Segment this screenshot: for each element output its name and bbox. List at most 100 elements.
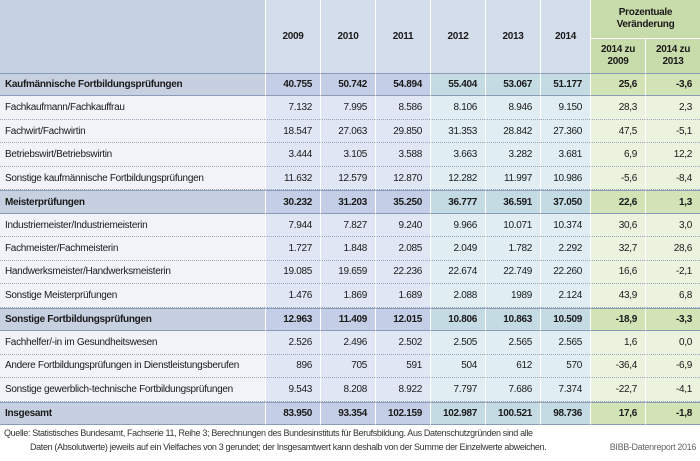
table-cell: 12.282 [430,166,485,191]
table-cell: 12.015 [375,307,430,332]
table-cell: 7.944 [265,213,320,238]
table-cell: -5,1 [645,119,700,144]
table-cell: 1.689 [375,284,430,308]
table-cell: 2.565 [485,331,540,355]
table-cell: -2,1 [645,260,700,285]
table-cell: 2.085 [375,237,430,261]
table-cell: 11.997 [485,166,540,191]
table-cell: 98.736 [540,401,590,425]
table-cell: 53.067 [485,73,540,97]
table-cell: -18,9 [590,307,645,332]
table-cell: 3.105 [320,143,375,167]
table-cell: 2.496 [320,331,375,355]
row-label: Fachmeister/Fachmeisterin [0,237,265,261]
table-cell: 25,6 [590,73,645,97]
column-header: 2009 [265,0,320,73]
table-cell: 0,0 [645,331,700,355]
table-cell: 35.250 [375,190,430,214]
table-cell: 11.409 [320,307,375,332]
table-cell: 7.686 [485,378,540,402]
table-cell: 19.085 [265,260,320,285]
table-cell: 93.354 [320,401,375,425]
row-label: Sonstige Fortbildungsprüfungen [0,307,265,332]
table-cell: 1,6 [590,331,645,355]
table-cell: 3.681 [540,143,590,167]
table-cell: 6,8 [645,284,700,308]
table-cell: 31.203 [320,190,375,214]
table-cell: 43,9 [590,284,645,308]
table-cell: -1,8 [645,401,700,425]
table-cell: 55.404 [430,73,485,97]
table-cell: -8,4 [645,166,700,191]
table-cell: 1.727 [265,237,320,261]
table-cell: 31.353 [430,119,485,144]
table-cell: 50.742 [320,73,375,97]
table-cell: 9.240 [375,213,430,238]
table-cell: 51.177 [540,73,590,97]
table-cell: 10.863 [485,307,540,332]
row-label: Sonstige Meisterprüfungen [0,284,265,308]
table-cell: 570 [540,354,590,379]
table-cell: 47,5 [590,119,645,144]
table-cell: 3.663 [430,143,485,167]
table-cell: -22,7 [590,378,645,402]
brand: BIBB-Datenreport 2016 [609,442,697,452]
table-cell: -36,4 [590,354,645,379]
table-cell: 7.374 [540,378,590,402]
table-cell: 16,6 [590,260,645,285]
table-cell: 1.782 [485,237,540,261]
table-cell: 29.850 [375,119,430,144]
table-cell: 54.894 [375,73,430,97]
table-cell: -6,9 [645,354,700,379]
row-label: Andere Fortbildungsprüfungen in Dienstle… [0,354,265,379]
column-header: 2013 [485,0,540,73]
table-cell: 10.986 [540,166,590,191]
table-cell: 27.063 [320,119,375,144]
table-cell: 591 [375,354,430,379]
table-cell: 9.966 [430,213,485,238]
table-cell: 10.374 [540,213,590,238]
table-cell: 32,7 [590,237,645,261]
table-cell: 22.749 [485,260,540,285]
table-cell: 10.806 [430,307,485,332]
table-cell: 100.521 [485,401,540,425]
column-header: 2011 [375,0,430,73]
table-cell: 10.509 [540,307,590,332]
table-cell: 2.502 [375,331,430,355]
table-cell: 27.360 [540,119,590,144]
row-label: Sonstige kaufmännische Fortbildungsprüfu… [0,166,265,191]
table-cell: 22.674 [430,260,485,285]
column-header: 2010 [320,0,375,73]
row-label: Industriemeister/Industriemeisterin [0,213,265,238]
column-header: 2014 zu 2009 [590,38,645,73]
table-cell: 12.579 [320,166,375,191]
table-cell: 40.755 [265,73,320,97]
table-cell: 22.260 [540,260,590,285]
table-cell: 2.292 [540,237,590,261]
table-cell: 2.088 [430,284,485,308]
table-cell: 2.565 [540,331,590,355]
table-cell: 8.922 [375,378,430,402]
table-cell: 2,3 [645,96,700,120]
row-label: Sonstige gewerblich-technische Fortbildu… [0,378,265,402]
table-cell: 17,6 [590,401,645,425]
table-cell: 12.963 [265,307,320,332]
table-cell: 11.632 [265,166,320,191]
table-cell: 30,6 [590,213,645,238]
table-cell: 3,0 [645,213,700,238]
group-header: Prozentuale Veränderung [590,0,700,38]
table-cell: 3.444 [265,143,320,167]
table-cell: 10.071 [485,213,540,238]
table-cell: 37.050 [540,190,590,214]
table-cell: 1.848 [320,237,375,261]
row-label: Handwerksmeister/Handwerksmeisterin [0,260,265,285]
table-cell: 9.150 [540,96,590,120]
table-cell: 19.659 [320,260,375,285]
table-cell: 612 [485,354,540,379]
table-cell: 28.842 [485,119,540,144]
source-note: Quelle: Statistisches Bundesamt, Fachser… [4,428,533,438]
table-cell: 1,3 [645,190,700,214]
table-cell: 3.282 [485,143,540,167]
table-cell: 36.777 [430,190,485,214]
